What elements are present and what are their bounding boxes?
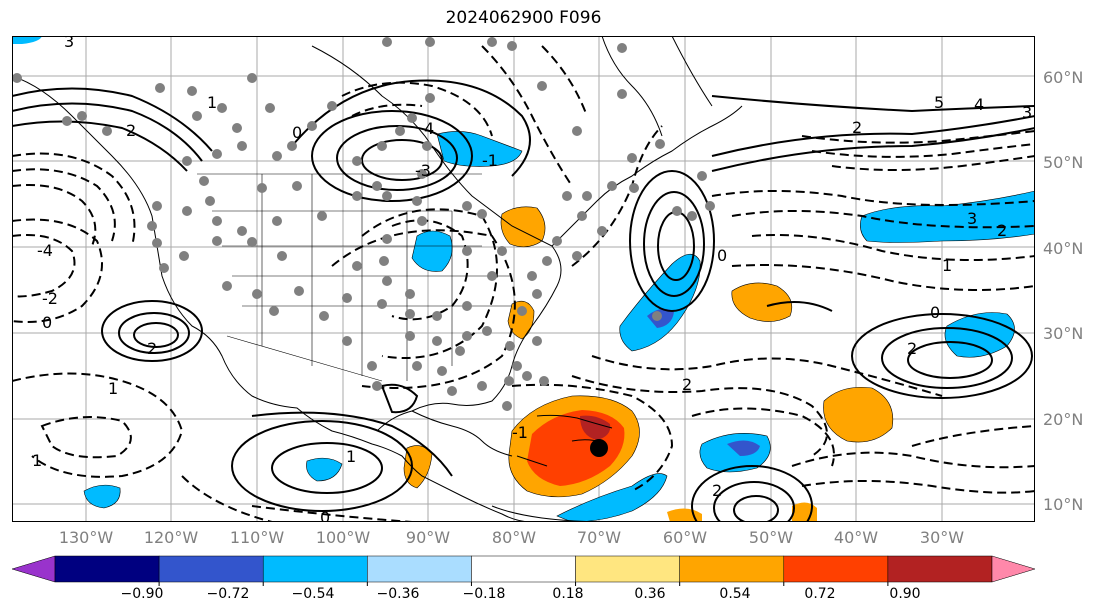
contour-label: -2 (42, 289, 58, 308)
contour-label: 1 (942, 256, 952, 275)
dashed-contours (12, 45, 1035, 522)
shaded-areas (12, 36, 1035, 522)
lat-label-30n: 30°N (1043, 324, 1084, 343)
contour-label: 1 (108, 379, 118, 398)
colorbar-tick-label: −0.90 (120, 586, 164, 602)
colorbar-segment (367, 555, 472, 583)
colorbar-segment (158, 555, 264, 583)
contour-label: 0 (320, 508, 330, 522)
contour-label: 2 (682, 375, 692, 394)
colorbar-tick-label: −0.54 (291, 586, 335, 602)
contour-label: -4 (37, 241, 53, 260)
lon-label-60w: 60°W (662, 528, 708, 547)
colorbar-extend-high (991, 555, 1036, 583)
contour-label: 2 (907, 339, 917, 358)
lon-label-80w: 80°W (491, 528, 537, 547)
colorbar-tick-label: 0.54 (719, 586, 751, 602)
contour-label: 2 (852, 118, 862, 137)
colorbar-segment (471, 555, 576, 583)
lon-label-110w: 110°W (229, 528, 285, 547)
contour-label: 1 (207, 93, 217, 112)
lat-label-10n: 10°N (1043, 495, 1084, 514)
contour-label: 2 (126, 121, 136, 140)
lat-label-40n: 40°N (1043, 239, 1084, 258)
contour-label: -1 (482, 151, 498, 170)
colorbar-tick-label: 0.90 (889, 586, 921, 602)
contour-label: 0 (717, 246, 727, 265)
contour-label: 3 (64, 36, 74, 51)
lon-label-50w: 50°W (748, 528, 794, 547)
contour-label: 4 (424, 119, 434, 138)
contour-label: 0 (292, 123, 302, 142)
lon-label-70w: 70°W (576, 528, 622, 547)
lat-label-20n: 20°N (1043, 410, 1084, 429)
colorbar (11, 555, 1036, 586)
station-dots (12, 37, 715, 411)
weather-map: 3 2 1 0 4 5 -1 -2 -3 -4 1 0 2 3 2 0 1 0 … (12, 36, 1035, 522)
storm-center-marker (590, 439, 608, 457)
contour-label: -1 (512, 423, 528, 442)
colorbar-extend-low (11, 555, 56, 583)
contour-label: 2 (997, 221, 1007, 240)
contour-label: 5 (934, 93, 944, 112)
contour-label: 1 (346, 447, 356, 466)
lon-label-30w: 30°W (919, 528, 965, 547)
colorbar-tick-label: −0.36 (376, 586, 420, 602)
colorbar-tick-label: 0.72 (804, 586, 836, 602)
lat-label-60n: 60°N (1043, 68, 1084, 87)
colorbar-segment (54, 555, 160, 583)
colorbar-segment (679, 555, 785, 583)
contour-label: 4 (974, 95, 984, 114)
contour-label: 2 (147, 339, 157, 358)
lon-label-40w: 40°W (833, 528, 879, 547)
colorbar-tick-label: −0.18 (462, 586, 506, 602)
contour-label: 0 (930, 303, 940, 322)
map-title: 2024062900 F096 (445, 8, 602, 28)
contour-label: -3 (415, 161, 431, 180)
solid-contours (12, 79, 1035, 522)
lon-label-120w: 120°W (143, 528, 199, 547)
lon-label-130w: 130°W (58, 528, 114, 547)
lon-label-100w: 100°W (315, 528, 371, 547)
contour-label: 3 (1022, 103, 1032, 122)
colorbar-tick-label: 0.36 (634, 586, 666, 602)
contour-label: 2 (712, 481, 722, 500)
colorbar-tick-label: 0.18 (552, 586, 584, 602)
colorbar-segment (262, 555, 368, 583)
colorbar-segment (575, 555, 680, 583)
contour-labels: 3 2 1 0 4 5 -1 -2 -3 -4 1 0 2 3 2 0 1 0 … (32, 36, 1032, 522)
colorbar-tick-label: −0.72 (206, 586, 250, 602)
contour-label: 3 (967, 209, 977, 228)
contour-label: 1 (32, 451, 42, 470)
colorbar-segment (887, 555, 993, 583)
contour-label: 0 (42, 313, 52, 332)
lat-label-50n: 50°N (1043, 153, 1084, 172)
lon-label-90w: 90°W (405, 528, 451, 547)
colorbar-segment (783, 555, 889, 583)
